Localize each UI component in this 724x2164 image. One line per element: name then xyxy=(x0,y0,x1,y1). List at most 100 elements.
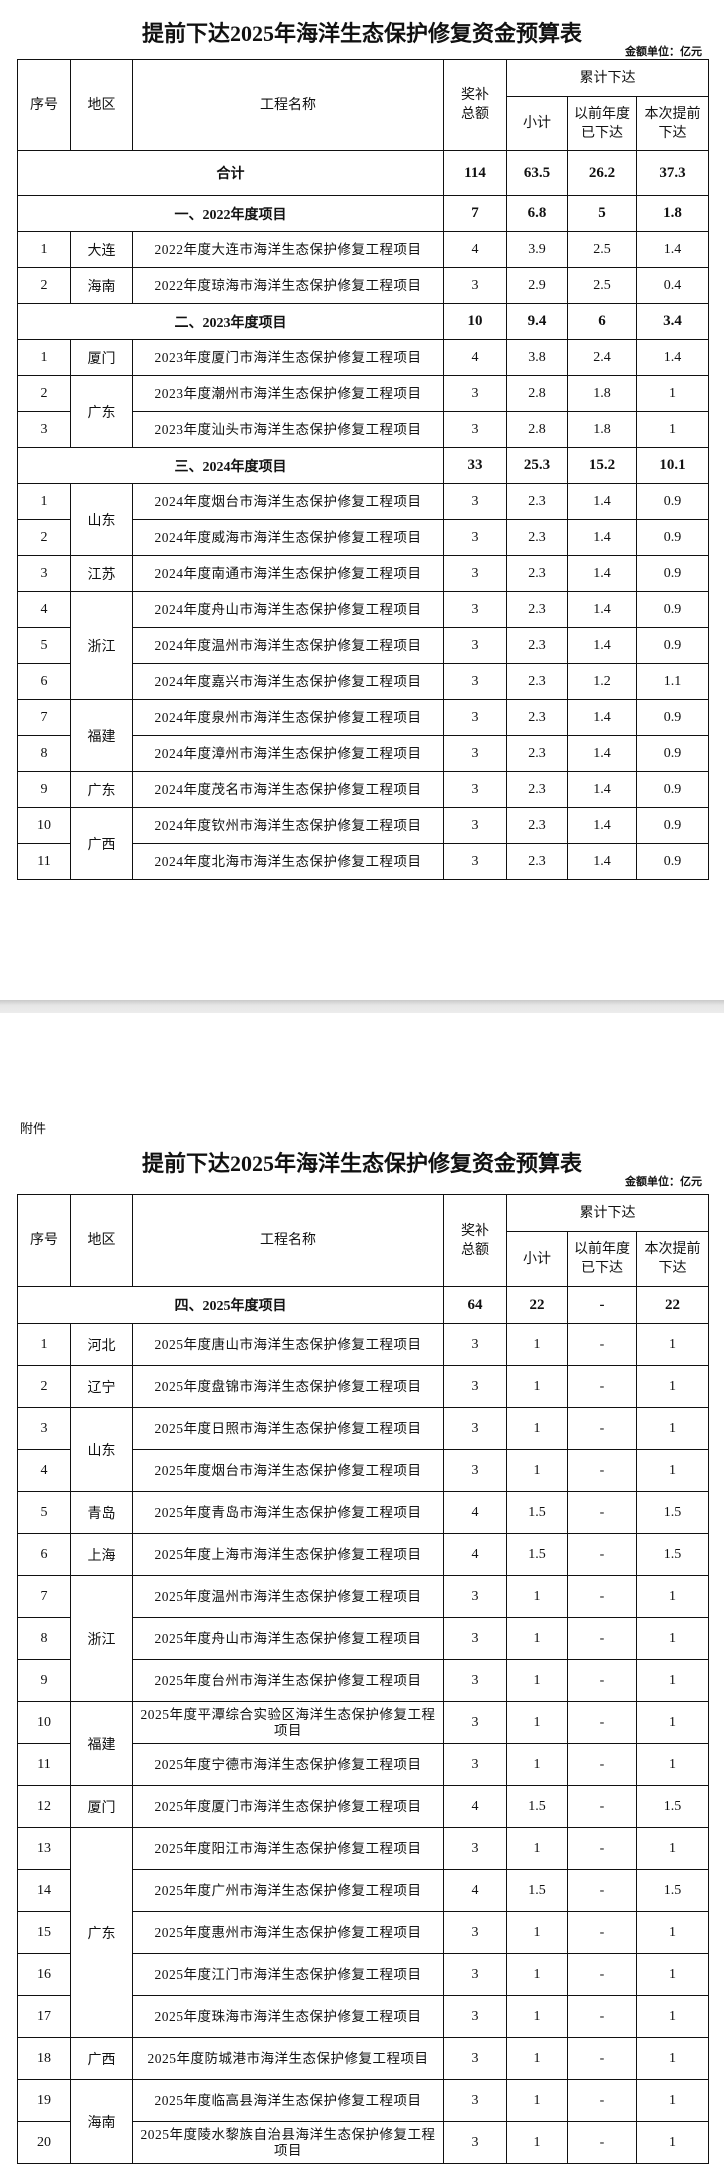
row-no: 6 xyxy=(17,1533,71,1576)
section-value: 33 xyxy=(443,447,507,484)
row-value: - xyxy=(567,1827,637,1870)
row-value: - xyxy=(567,1995,637,2038)
header-subrow: 小计 以前年度已下达 本次提前下达 xyxy=(18,96,709,151)
row-value: 3 xyxy=(443,519,507,556)
row-value: 0.9 xyxy=(636,735,709,772)
row-value: 3 xyxy=(443,1407,507,1450)
row-value: 1 xyxy=(636,1911,709,1954)
row-project-name: 2025年度舟山市海洋生态保护修复工程项目 xyxy=(132,1617,444,1660)
row-value: 1.4 xyxy=(567,555,637,592)
section-value: 64 xyxy=(443,1286,507,1324)
row-value: 1 xyxy=(506,1827,568,1870)
row-project-name: 2025年度平潭综合实验区海洋生态保护修复工程项目 xyxy=(132,1701,444,1744)
row-value: 0.9 xyxy=(636,771,709,808)
row-region: 广东 xyxy=(70,375,133,448)
row-no: 1 xyxy=(17,339,71,376)
header-row: 序号 地区 工程名称 奖补总额 累计下达 xyxy=(17,59,709,151)
section-value: 22 xyxy=(506,1286,568,1324)
section-row: 三、2024年度项目 33 25.3 15.2 10.1 xyxy=(17,447,709,484)
row-no: 2 xyxy=(17,519,71,556)
row-value: - xyxy=(567,1575,637,1618)
row-value: 1 xyxy=(636,1575,709,1618)
row-project-name: 2023年度汕头市海洋生态保护修复工程项目 xyxy=(132,411,444,448)
page-title: 提前下达2025年海洋生态保护修复资金预算表 xyxy=(141,21,582,46)
row-value: 1.4 xyxy=(567,591,637,628)
row-project-name: 2023年度潮州市海洋生态保护修复工程项目 xyxy=(132,375,444,412)
header-total: 奖补总额 xyxy=(443,59,507,151)
section-value: 10.1 xyxy=(636,447,709,484)
row-no: 11 xyxy=(17,1743,71,1786)
row-value: 1 xyxy=(636,1995,709,2038)
header-subtotal: 小计 xyxy=(506,1231,568,1287)
table-row: 5 青岛 2025年度青岛市海洋生态保护修复工程项目 4 1.5-1.5 xyxy=(17,1491,709,1534)
row-value: 1.5 xyxy=(636,1869,709,1912)
row-project-name: 2024年度漳州市海洋生态保护修复工程项目 xyxy=(132,735,444,772)
header-name: 工程名称 xyxy=(132,59,444,151)
row-project-name: 2025年度陵水黎族自治县海洋生态保护修复工程项目 xyxy=(132,2121,444,2164)
table-row: 1 大连 2022年度大连市海洋生态保护修复工程项目 4 3.9 2.5 1.4 xyxy=(17,231,709,268)
row-no: 10 xyxy=(17,1701,71,1744)
section-value: 1.8 xyxy=(636,195,709,232)
row-value: 1 xyxy=(636,2121,709,2164)
row-value: 1 xyxy=(636,1827,709,1870)
row-value: 1.4 xyxy=(567,771,637,808)
row-value: 0.9 xyxy=(636,807,709,844)
row-region: 广西 xyxy=(70,2037,133,2080)
row-value: 1 xyxy=(636,375,709,412)
row-project-name: 2022年度琼海市海洋生态保护修复工程项目 xyxy=(132,267,444,304)
row-value: 3 xyxy=(443,771,507,808)
row-value: 3 xyxy=(443,1701,507,1744)
row-region: 山东 xyxy=(70,1407,133,1492)
total-row: 合计 114 63.5 26.2 37.3 xyxy=(17,150,709,196)
row-value: 1 xyxy=(506,2037,568,2080)
row-project-name: 2024年度茂名市海洋生态保护修复工程项目 xyxy=(132,771,444,808)
row-value: 3.8 xyxy=(506,339,568,376)
row-value: 2.8 xyxy=(506,411,568,448)
row-project-name: 2024年度泉州市海洋生态保护修复工程项目 xyxy=(132,699,444,736)
header-region: 地区 xyxy=(70,1194,133,1287)
row-project-name: 2025年度台州市海洋生态保护修复工程项目 xyxy=(132,1659,444,1702)
row-no: 12 xyxy=(17,1785,71,1828)
row-value: - xyxy=(567,1911,637,1954)
row-value: 3 xyxy=(443,699,507,736)
table-row: 8 2024年度漳州市海洋生态保护修复工程项目 3 2.3 1.4 0.9 xyxy=(17,735,709,772)
table-row: 4 2025年度烟台市海洋生态保护修复工程项目 3 1-1 xyxy=(17,1449,709,1492)
row-value: 3 xyxy=(443,1953,507,1996)
table-row: 9 2025年度台州市海洋生态保护修复工程项目 3 1-1 xyxy=(17,1659,709,1702)
row-project-name: 2025年度防城港市海洋生态保护修复工程项目 xyxy=(132,2037,444,2080)
row-value: 1.5 xyxy=(636,1533,709,1576)
table-row: 13 广东 2025年度阳江市海洋生态保护修复工程项目 3 1-1 xyxy=(17,1827,709,2038)
row-value: 2.3 xyxy=(506,807,568,844)
row-no: 3 xyxy=(17,1407,71,1450)
row-value: 1 xyxy=(506,1743,568,1786)
row-value: 1 xyxy=(506,1449,568,1492)
row-value: 2.3 xyxy=(506,663,568,700)
row-value: 0.9 xyxy=(636,843,709,880)
row-value: 1.5 xyxy=(506,1785,568,1828)
row-project-name: 2023年度厦门市海洋生态保护修复工程项目 xyxy=(132,339,444,376)
row-value: 0.9 xyxy=(636,519,709,556)
row-project-name: 2025年度温州市海洋生态保护修复工程项目 xyxy=(132,1575,444,1618)
row-value: 3 xyxy=(443,1449,507,1492)
section-label: 四、2025年度项目 xyxy=(17,1286,444,1324)
row-value: 1 xyxy=(506,1323,568,1366)
row-value: 1 xyxy=(636,1365,709,1408)
row-value: - xyxy=(567,1323,637,1366)
row-value: 1 xyxy=(506,2079,568,2122)
row-value: 3 xyxy=(443,591,507,628)
row-value: 3 xyxy=(443,267,507,304)
section-label: 二、2023年度项目 xyxy=(17,303,444,340)
row-project-name: 2025年度珠海市海洋生态保护修复工程项目 xyxy=(132,1995,444,2038)
page-title: 提前下达2025年海洋生态保护修复资金预算表 xyxy=(141,1151,582,1176)
row-value: 1 xyxy=(636,411,709,448)
row-no: 1 xyxy=(17,231,71,268)
row-project-name: 2024年度南通市海洋生态保护修复工程项目 xyxy=(132,555,444,592)
table-row: 14 2025年度广州市海洋生态保护修复工程项目 4 1.5-1.5 xyxy=(17,1869,709,1912)
total-value: 26.2 xyxy=(567,150,637,196)
header-current: 本次提前下达 xyxy=(636,1231,709,1287)
row-no: 13 xyxy=(17,1827,71,1870)
page-separator xyxy=(0,1000,724,1013)
row-value: 3 xyxy=(443,627,507,664)
row-value: - xyxy=(567,2079,637,2122)
row-value: - xyxy=(567,1449,637,1492)
